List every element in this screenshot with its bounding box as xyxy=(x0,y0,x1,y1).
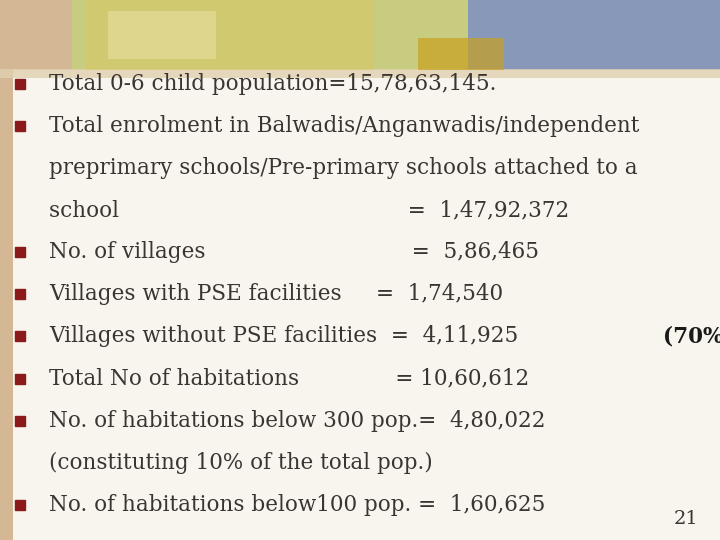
Text: (constituting 10% of the total pop.): (constituting 10% of the total pop.) xyxy=(49,452,433,474)
Bar xyxy=(108,11,216,59)
Text: school                                          =  1,47,92,372: school = 1,47,92,372 xyxy=(49,199,576,221)
Bar xyxy=(0,69,720,78)
Text: Total enrolment in Balwadis/Anganwadis/independent: Total enrolment in Balwadis/Anganwadis/i… xyxy=(49,115,639,137)
Text: No. of villages                              =  5,86,465: No. of villages = 5,86,465 xyxy=(49,241,539,263)
Bar xyxy=(468,0,720,70)
Text: preprimary schools/Pre-primary schools attached to a: preprimary schools/Pre-primary schools a… xyxy=(49,157,638,179)
Bar xyxy=(86,0,374,70)
Bar xyxy=(0,0,72,70)
Text: Total 0-6 child population=15,78,63,145.: Total 0-6 child population=15,78,63,145. xyxy=(49,73,496,94)
Bar xyxy=(418,38,504,70)
Text: Villages without PSE facilities  =  4,11,925: Villages without PSE facilities = 4,11,9… xyxy=(49,326,525,347)
Text: (70%): (70%) xyxy=(663,326,720,347)
Text: 21: 21 xyxy=(674,510,698,528)
Bar xyxy=(72,0,468,70)
Text: No. of habitations below 300 pop.=  4,80,022: No. of habitations below 300 pop.= 4,80,… xyxy=(49,410,546,431)
Text: Total No of habitations              = 10,60,612: Total No of habitations = 10,60,612 xyxy=(49,368,529,389)
Text: Villages with PSE facilities     =  1,74,540: Villages with PSE facilities = 1,74,540 xyxy=(49,284,503,305)
Bar xyxy=(0,0,13,540)
Text: No. of habitations below100 pop. =  1,60,625: No. of habitations below100 pop. = 1,60,… xyxy=(49,494,545,516)
